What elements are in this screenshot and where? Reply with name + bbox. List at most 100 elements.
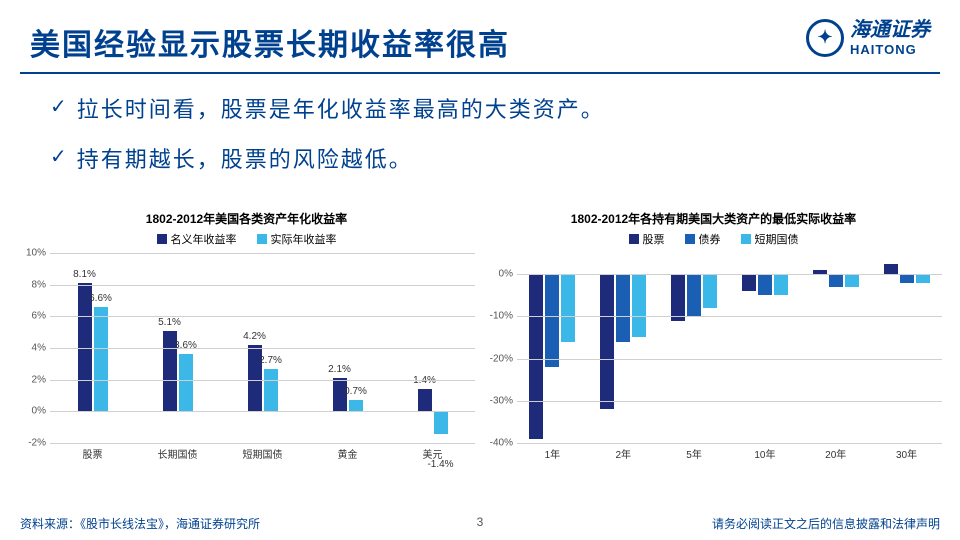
gridline xyxy=(50,253,475,254)
y-tick-label: 8% xyxy=(32,279,46,290)
bar-value-label: 8.1% xyxy=(73,269,96,280)
bar xyxy=(916,274,930,282)
x-tick-label: 黄金 xyxy=(305,443,390,463)
x-tick-label: 美元 xyxy=(390,443,475,463)
bar xyxy=(687,274,701,316)
bar-group xyxy=(529,109,575,274)
bar-group: 4.2%2.7% xyxy=(248,345,278,412)
x-tick-label: 20年 xyxy=(800,443,871,463)
bar: 6.6% xyxy=(94,307,108,412)
legend-item: 实际年收益率 xyxy=(257,231,337,247)
x-tick-label: 10年 xyxy=(729,443,800,463)
bar xyxy=(742,274,756,291)
bar: -1.4% xyxy=(434,411,448,433)
y-tick-label: 4% xyxy=(32,343,46,354)
x-tick-label: 1年 xyxy=(517,443,588,463)
legend-swatch xyxy=(157,234,167,244)
bar-group: 1.4%-1.4% xyxy=(418,389,448,411)
y-tick-label: 0% xyxy=(499,269,513,280)
y-tick-label: 10% xyxy=(26,248,46,259)
y-tick-label: 2% xyxy=(32,374,46,385)
logo-cn: 海通证券 xyxy=(850,18,930,42)
y-tick-label: -20% xyxy=(490,353,513,364)
y-tick-label: -30% xyxy=(490,395,513,406)
bar xyxy=(600,274,614,409)
bar: 3.6% xyxy=(179,354,193,411)
legend-swatch xyxy=(741,234,751,244)
bar xyxy=(884,264,898,275)
bar-value-label: 5.1% xyxy=(158,317,181,328)
bar xyxy=(829,274,843,287)
footer-source: 资料来源：《股市长线法宝》，海通证券研究所 xyxy=(20,515,260,532)
bar xyxy=(632,274,646,337)
gridline xyxy=(517,401,942,402)
bar xyxy=(561,274,575,342)
check-icon: ✓ xyxy=(50,144,67,169)
gridline xyxy=(517,274,942,275)
gridline xyxy=(517,316,942,317)
bar-group xyxy=(600,139,646,274)
gridline xyxy=(50,285,475,286)
gridline xyxy=(517,443,942,444)
bar-value-label: 4.2% xyxy=(243,331,266,342)
bar xyxy=(545,274,559,367)
bar-value-label: 0.7% xyxy=(344,386,367,397)
x-tick-label: 5年 xyxy=(659,443,730,463)
bar xyxy=(774,274,788,295)
chart-min-returns: 1802-2012年各持有期美国大类资产的最低实际收益率 股票债券短期国债 -4… xyxy=(485,210,942,463)
footer: 资料来源：《股市长线法宝》，海通证券研究所 3 请务必阅读正文之后的信息披露和法… xyxy=(0,515,960,532)
bar xyxy=(671,274,685,320)
x-tick-label: 股票 xyxy=(50,443,135,463)
page-number: 3 xyxy=(477,515,484,529)
bullet-item: ✓ 拉长时间看，股票是年化收益率最高的大类资产。 xyxy=(50,92,910,124)
gridline xyxy=(50,348,475,349)
chart-annual-returns: 1802-2012年美国各类资产年化收益率 名义年收益率实际年收益率 -2%0%… xyxy=(18,210,475,463)
gridline xyxy=(50,411,475,412)
bullet-list: ✓ 拉长时间看，股票是年化收益率最高的大类资产。 ✓ 持有期越长，股票的风险越低… xyxy=(0,74,960,210)
bar-group: 2.1%0.7% xyxy=(333,378,363,411)
bullet-text: 拉长时间看，股票是年化收益率最高的大类资产。 xyxy=(77,92,605,124)
gridline xyxy=(50,316,475,317)
x-tick-label: 2年 xyxy=(588,443,659,463)
footer-disclaimer: 请务必阅读正文之后的信息披露和法律声明 xyxy=(712,515,940,532)
brand-logo: ✦ 海通证券 HAITONG xyxy=(806,18,930,58)
bar: 0.7% xyxy=(349,400,363,411)
x-tick-label: 短期国债 xyxy=(220,443,305,463)
legend-item: 短期国债 xyxy=(741,231,799,247)
bar xyxy=(845,274,859,287)
chart1-legend: 名义年收益率 实际年收益率 xyxy=(18,231,475,247)
legend-label: 实际年收益率 xyxy=(271,231,337,247)
bar xyxy=(529,274,543,439)
bar-group xyxy=(813,261,859,274)
bar xyxy=(703,274,717,308)
gridline xyxy=(517,359,942,360)
legend-label: 名义年收益率 xyxy=(171,231,237,247)
y-tick-label: -2% xyxy=(28,438,46,449)
chart1-title: 1802-2012年美国各类资产年化收益率 xyxy=(18,210,475,227)
gridline xyxy=(50,443,475,444)
bar xyxy=(616,274,630,342)
bar-value-label: 3.6% xyxy=(174,340,197,351)
bar: 2.7% xyxy=(264,369,278,412)
legend-item: 名义年收益率 xyxy=(157,231,237,247)
logo-icon: ✦ xyxy=(806,19,844,57)
bar-group xyxy=(884,264,930,275)
bar: 1.4% xyxy=(418,389,432,411)
bar-value-label: 6.6% xyxy=(89,293,112,304)
legend-label: 短期国债 xyxy=(755,231,799,247)
bar-group: 5.1%3.6% xyxy=(163,331,193,412)
x-tick-label: 长期国债 xyxy=(135,443,220,463)
bar-value-label: 2.1% xyxy=(328,364,351,375)
bullet-item: ✓ 持有期越长，股票的风险越低。 xyxy=(50,142,910,174)
legend-swatch xyxy=(257,234,267,244)
y-tick-label: 6% xyxy=(32,311,46,322)
bar-value-label: 1.4% xyxy=(413,375,436,386)
bar-group xyxy=(671,228,717,274)
bar-group xyxy=(742,253,788,274)
bar-value-label: 2.7% xyxy=(259,355,282,366)
page-title: 美国经验显示股票长期收益率很高 xyxy=(30,20,930,64)
chart2-plot: -40%-30%-20%-10%0% 1年2年5年10年20年30年 xyxy=(485,253,942,463)
x-tick-label: 30年 xyxy=(871,443,942,463)
bullet-text: 持有期越长，股票的风险越低。 xyxy=(77,142,413,174)
y-tick-label: -10% xyxy=(490,311,513,322)
